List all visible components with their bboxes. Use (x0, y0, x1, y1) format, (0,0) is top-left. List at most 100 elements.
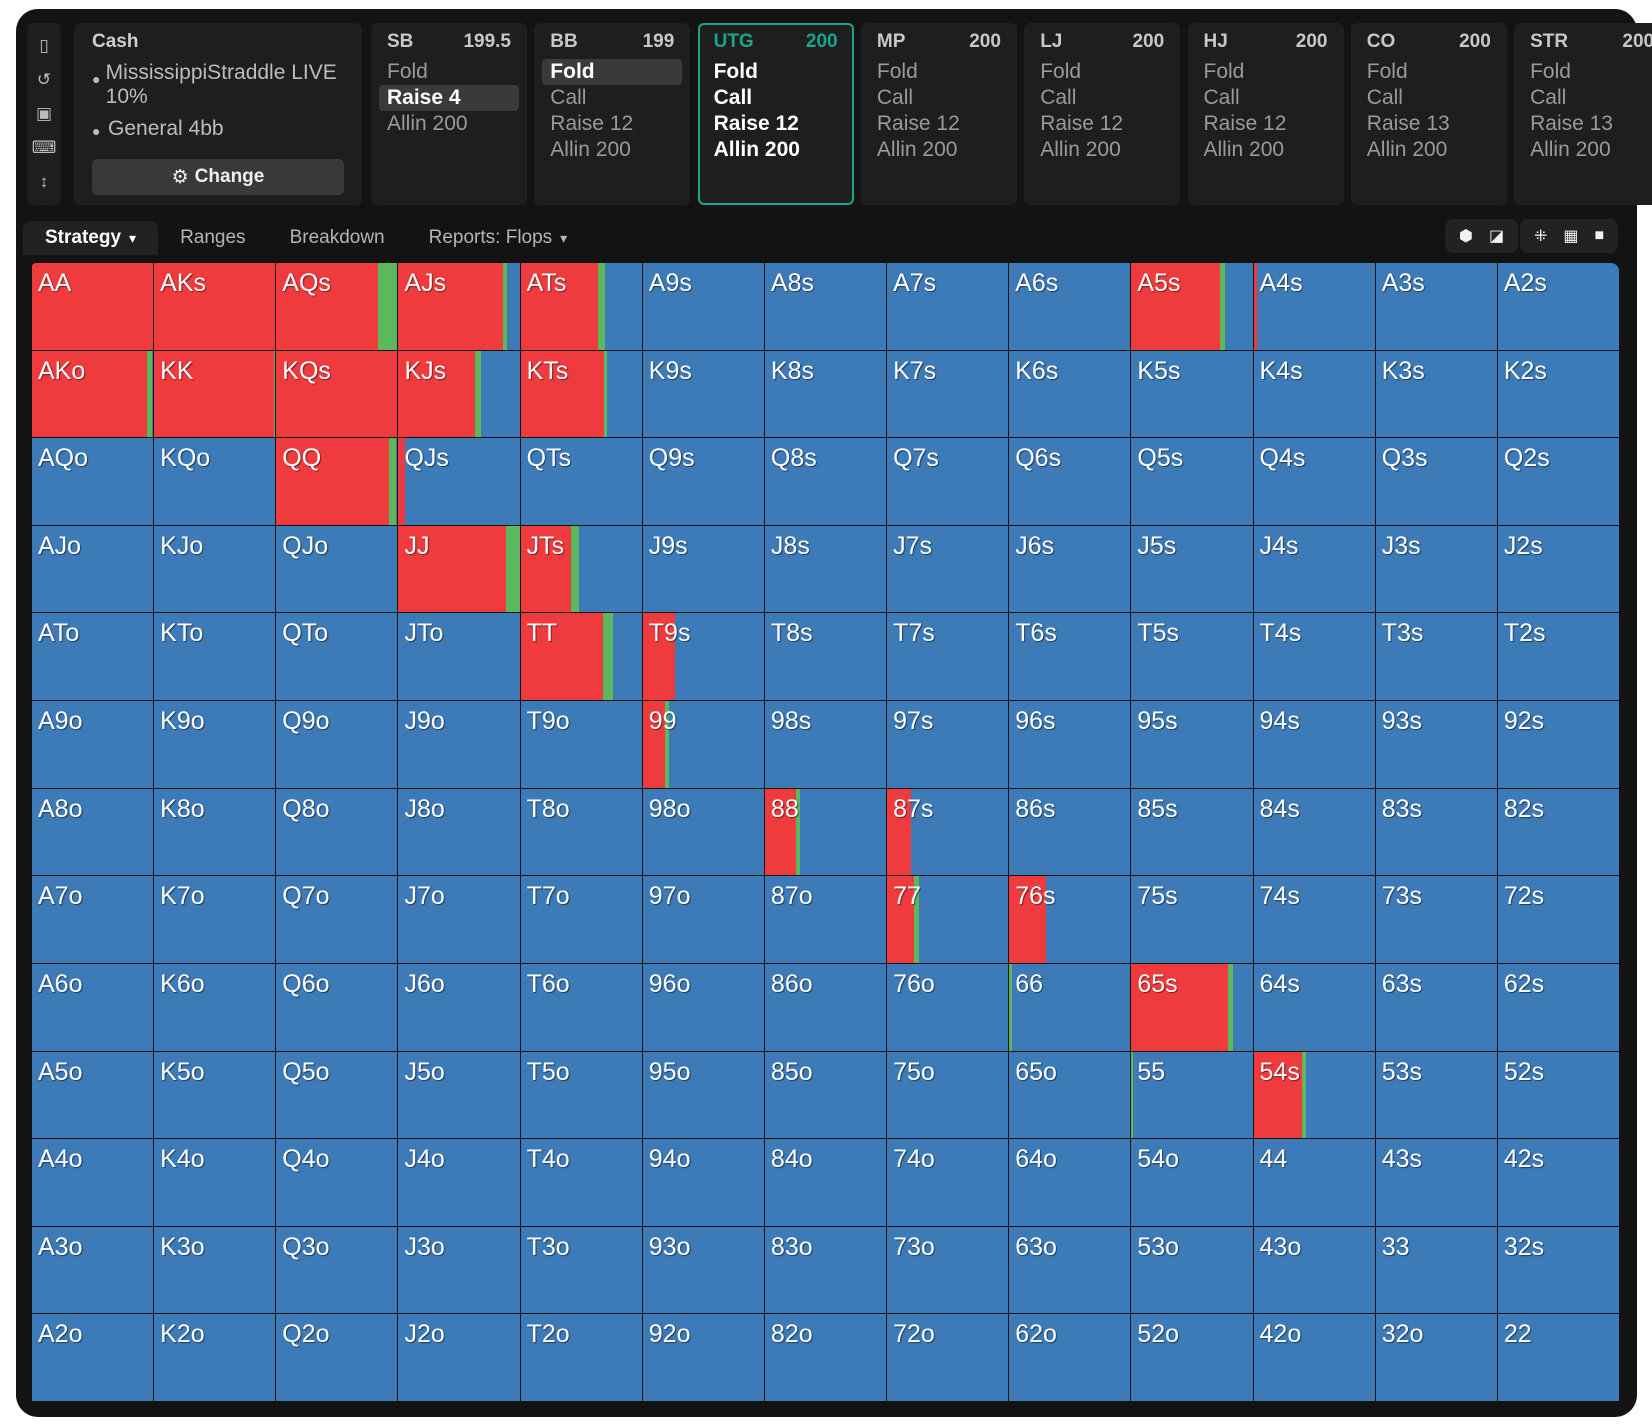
hand-cell[interactable]: A7s (887, 263, 1009, 350)
hand-cell[interactable]: 93o (642, 1226, 764, 1314)
hand-cell[interactable]: Q6s (1009, 438, 1131, 525)
hand-cell[interactable]: J3s (1375, 525, 1497, 613)
hand-cell[interactable]: 74o (887, 1139, 1009, 1226)
hand-cell[interactable]: T9o (520, 701, 642, 788)
hand-cell[interactable]: AQo (32, 438, 154, 525)
hand-cell[interactable]: T8o (520, 788, 642, 876)
hand-cell[interactable]: 64s (1253, 963, 1375, 1051)
hand-cell[interactable]: KTo (154, 613, 276, 701)
hand-cell[interactable]: 75s (1131, 876, 1253, 963)
action-option[interactable]: Fold (1366, 60, 1408, 83)
expand-vertical-icon[interactable]: ↕ (39, 172, 49, 191)
hand-cell[interactable]: K9s (642, 350, 764, 438)
tab-ranges[interactable]: Ranges (158, 221, 268, 255)
hand-cell[interactable]: K4s (1253, 350, 1375, 438)
hand-cell[interactable]: T9s (642, 613, 764, 701)
hand-cell[interactable]: 98s (764, 701, 887, 788)
hand-cell[interactable]: 44 (1253, 1139, 1375, 1226)
hand-cell[interactable]: 62s (1497, 963, 1619, 1051)
hand-cell[interactable]: Q6o (276, 963, 398, 1051)
action-option[interactable]: Fold (387, 60, 428, 83)
hand-cell[interactable]: AA (32, 263, 154, 350)
hand-cell[interactable]: 96s (1009, 701, 1131, 788)
hand-cell[interactable]: T2o (520, 1314, 642, 1401)
hand-cell[interactable]: J9o (398, 701, 520, 788)
action-option[interactable]: Raise 4 (379, 85, 519, 111)
hand-cell[interactable]: T6o (520, 963, 642, 1051)
cube-icon[interactable]: ⬢ (1459, 228, 1473, 245)
hand-cell[interactable]: A8o (32, 788, 154, 876)
hand-cell[interactable]: J6o (398, 963, 520, 1051)
hand-cell[interactable]: A6s (1009, 263, 1131, 350)
hand-cell[interactable]: K5o (154, 1051, 276, 1139)
hand-cell[interactable]: 55 (1131, 1051, 1253, 1139)
hand-cell[interactable]: 93s (1375, 701, 1497, 788)
hand-cell[interactable]: KQo (154, 438, 276, 525)
hand-cell[interactable]: Q8s (764, 438, 887, 525)
hand-cell[interactable]: 83s (1375, 788, 1497, 876)
hand-cell[interactable]: 95s (1131, 701, 1253, 788)
hand-cell[interactable]: 52s (1497, 1051, 1619, 1139)
gamepad-icon[interactable]: ⌨ (31, 138, 57, 157)
hand-cell[interactable]: K8o (154, 788, 276, 876)
hand-cell[interactable]: Q9s (642, 438, 764, 525)
hand-cell[interactable]: 72s (1497, 876, 1619, 963)
hand-cell[interactable]: 76s (1009, 876, 1131, 963)
hand-cell[interactable]: 66 (1009, 963, 1131, 1051)
hand-cell[interactable]: K7o (154, 876, 276, 963)
hand-cell[interactable]: KJs (398, 350, 520, 438)
hand-cell[interactable]: 33 (1375, 1226, 1497, 1314)
hand-cell[interactable]: AJo (32, 525, 154, 613)
hand-cell[interactable]: 65s (1131, 963, 1253, 1051)
action-option[interactable]: Raise 12 (1203, 112, 1287, 135)
compact-icon[interactable]: ⁜ (1534, 228, 1548, 245)
action-option[interactable]: Allin 200 (387, 112, 468, 135)
hand-cell[interactable]: J5o (398, 1051, 520, 1139)
action-option[interactable]: Allin 200 (1366, 138, 1448, 161)
hand-cell[interactable]: J8s (764, 525, 887, 613)
hand-cell[interactable]: Q4o (276, 1139, 398, 1226)
hand-cell[interactable]: 83o (764, 1226, 887, 1314)
hand-cell[interactable]: J7s (887, 525, 1009, 613)
hand-cell[interactable]: 43s (1375, 1139, 1497, 1226)
action-option[interactable]: Fold (1040, 60, 1082, 83)
hand-cell[interactable]: 92o (642, 1314, 764, 1401)
hand-cell[interactable]: K3o (154, 1226, 276, 1314)
hand-cell[interactable]: A2o (32, 1314, 154, 1401)
hand-cell[interactable]: 74s (1253, 876, 1375, 963)
hand-cell[interactable]: 87o (764, 876, 887, 963)
action-option[interactable]: Call (550, 86, 587, 109)
hand-cell[interactable]: Q3s (1375, 438, 1497, 525)
hand-cell[interactable]: T4s (1253, 613, 1375, 701)
hand-cell[interactable]: A3o (32, 1226, 154, 1314)
hand-cell[interactable]: K2o (154, 1314, 276, 1401)
change-button[interactable]: ⚙ Change (92, 159, 344, 195)
hand-cell[interactable]: 92s (1497, 701, 1619, 788)
hand-cell[interactable]: T7o (520, 876, 642, 963)
hand-cell[interactable]: 42s (1497, 1139, 1619, 1226)
hand-cell[interactable]: 53o (1131, 1226, 1253, 1314)
hand-cell[interactable]: 99 (642, 701, 764, 788)
hand-cell[interactable]: QJo (276, 525, 398, 613)
hand-cell[interactable]: AQs (276, 263, 398, 350)
hand-cell[interactable]: JJ (398, 525, 520, 613)
reset-icon[interactable]: ↺ (36, 70, 52, 89)
action-option[interactable]: Raise 12 (550, 112, 634, 135)
hand-cell[interactable]: J2o (398, 1314, 520, 1401)
hand-cell[interactable]: KJo (154, 525, 276, 613)
hand-cell[interactable]: J7o (398, 876, 520, 963)
hand-cell[interactable]: Q9o (276, 701, 398, 788)
action-option[interactable]: Call (1530, 86, 1567, 109)
action-option[interactable]: Fold (1203, 60, 1245, 83)
hand-cell[interactable]: 76o (887, 963, 1009, 1051)
hand-cell[interactable]: 32s (1497, 1226, 1619, 1314)
action-option[interactable]: Fold (876, 60, 918, 83)
hand-cell[interactable]: 73o (887, 1226, 1009, 1314)
tab-reports-flops[interactable]: Reports: Flops ▾ (407, 221, 590, 255)
hand-cell[interactable]: Q3o (276, 1226, 398, 1314)
hand-cell[interactable]: Q2o (276, 1314, 398, 1401)
action-option[interactable]: Fold (542, 59, 683, 85)
contrast-icon[interactable]: ◪ (1488, 228, 1505, 245)
hand-cell[interactable]: J2s (1497, 525, 1619, 613)
hand-cell[interactable]: A7o (32, 876, 154, 963)
